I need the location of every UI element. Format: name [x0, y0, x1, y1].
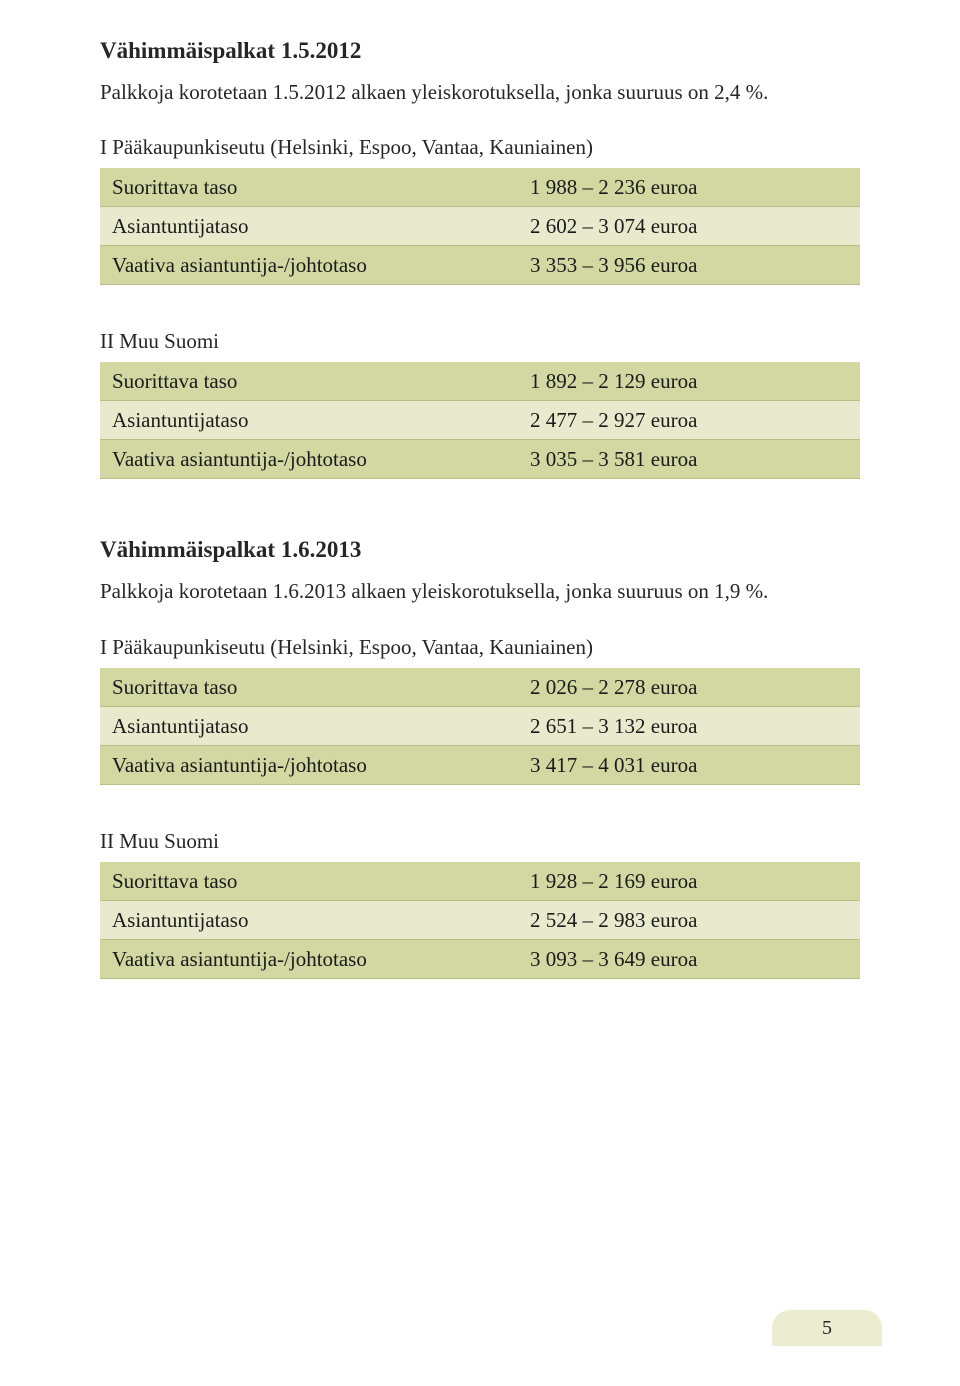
table-subhead: I Pääkaupunkiseutu (Helsinki, Espoo, Van… [100, 135, 860, 160]
table-row: Suorittava taso 2 026 – 2 278 euroa [100, 668, 860, 707]
row-value: 2 651 – 3 132 euroa [518, 706, 860, 745]
row-value: 3 093 – 3 649 euroa [518, 939, 860, 978]
row-label: Vaativa asiantuntija-/johtotaso [100, 246, 518, 285]
table-row: Vaativa asiantuntija-/johtotaso 3 417 – … [100, 745, 860, 784]
row-label: Suorittava taso [100, 668, 518, 707]
section-heading: Vähimmäispalkat 1.6.2013 [100, 537, 860, 563]
salary-table: Suorittava taso 1 988 – 2 236 euroa Asia… [100, 168, 860, 285]
row-label: Asiantuntijataso [100, 706, 518, 745]
section-intro: Palkkoja korotetaan 1.6.2013 alkaen ylei… [100, 577, 860, 606]
row-label: Asiantuntijataso [100, 207, 518, 246]
table-subhead: II Muu Suomi [100, 829, 860, 854]
row-label: Asiantuntijataso [100, 900, 518, 939]
row-value: 1 928 – 2 169 euroa [518, 862, 860, 901]
row-value: 2 524 – 2 983 euroa [518, 900, 860, 939]
salary-table: Suorittava taso 1 928 – 2 169 euroa Asia… [100, 862, 860, 979]
table-row: Vaativa asiantuntija-/johtotaso 3 035 – … [100, 440, 860, 479]
table-row: Asiantuntijataso 2 477 – 2 927 euroa [100, 401, 860, 440]
salary-section-2013: Vähimmäispalkat 1.6.2013 Palkkoja korote… [100, 537, 860, 978]
page-number-badge: 5 [772, 1310, 882, 1346]
table-row: Asiantuntijataso 2 651 – 3 132 euroa [100, 706, 860, 745]
row-value: 2 602 – 3 074 euroa [518, 207, 860, 246]
row-value: 3 035 – 3 581 euroa [518, 440, 860, 479]
row-value: 3 353 – 3 956 euroa [518, 246, 860, 285]
section-heading: Vähimmäispalkat 1.5.2012 [100, 38, 860, 64]
row-value: 2 477 – 2 927 euroa [518, 401, 860, 440]
row-label: Vaativa asiantuntija-/johtotaso [100, 440, 518, 479]
section-intro: Palkkoja korotetaan 1.5.2012 alkaen ylei… [100, 78, 860, 107]
salary-table: Suorittava taso 2 026 – 2 278 euroa Asia… [100, 668, 860, 785]
row-value: 2 026 – 2 278 euroa [518, 668, 860, 707]
row-label: Suorittava taso [100, 168, 518, 207]
table-subhead: I Pääkaupunkiseutu (Helsinki, Espoo, Van… [100, 635, 860, 660]
table-subhead: II Muu Suomi [100, 329, 860, 354]
table-row: Vaativa asiantuntija-/johtotaso 3 353 – … [100, 246, 860, 285]
row-label: Vaativa asiantuntija-/johtotaso [100, 939, 518, 978]
table-row: Suorittava taso 1 988 – 2 236 euroa [100, 168, 860, 207]
row-label: Asiantuntijataso [100, 401, 518, 440]
salary-table: Suorittava taso 1 892 – 2 129 euroa Asia… [100, 362, 860, 479]
row-value: 1 892 – 2 129 euroa [518, 362, 860, 401]
table-row: Asiantuntijataso 2 602 – 3 074 euroa [100, 207, 860, 246]
table-row: Suorittava taso 1 892 – 2 129 euroa [100, 362, 860, 401]
table-row: Vaativa asiantuntija-/johtotaso 3 093 – … [100, 939, 860, 978]
salary-section-2012: Vähimmäispalkat 1.5.2012 Palkkoja korote… [100, 38, 860, 479]
row-value: 3 417 – 4 031 euroa [518, 745, 860, 784]
row-label: Vaativa asiantuntija-/johtotaso [100, 745, 518, 784]
table-row: Asiantuntijataso 2 524 – 2 983 euroa [100, 900, 860, 939]
page-number: 5 [822, 1317, 832, 1340]
table-row: Suorittava taso 1 928 – 2 169 euroa [100, 862, 860, 901]
row-label: Suorittava taso [100, 862, 518, 901]
row-label: Suorittava taso [100, 362, 518, 401]
row-value: 1 988 – 2 236 euroa [518, 168, 860, 207]
